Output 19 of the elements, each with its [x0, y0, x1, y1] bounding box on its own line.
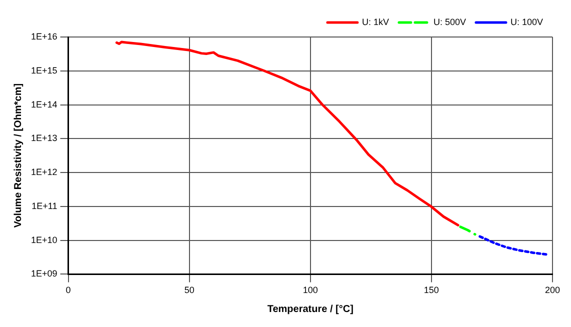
- line-series: [478, 235, 549, 256]
- y-axis-title: Volume Resistivity / [Ohm*cm]: [12, 83, 24, 228]
- y-tick-label: 1E+13: [30, 133, 58, 144]
- x-tick-label: 150: [424, 285, 439, 296]
- legend-label: U: 1kV: [362, 16, 389, 27]
- y-tick-label: 1E+15: [30, 65, 58, 76]
- y-tick-label: 1E+12: [30, 167, 58, 178]
- y-tick-label: 1E+16: [30, 31, 58, 42]
- y-tick-label: 1E+10: [30, 234, 58, 245]
- y-tick-label: 1E+11: [32, 200, 58, 211]
- legend-label: U: 500V: [433, 16, 466, 27]
- x-tick-label: 100: [302, 285, 318, 296]
- x-tick-label: 0: [66, 285, 71, 296]
- x-axis-title: Temperature / [°C]: [267, 304, 354, 315]
- x-tick-label: 200: [544, 285, 560, 296]
- x-tick-label: 50: [184, 285, 194, 296]
- legend-label: U: 100V: [510, 16, 544, 27]
- y-tick-label: 1E+09: [30, 268, 58, 279]
- y-tick-label: 1E+14: [30, 99, 58, 110]
